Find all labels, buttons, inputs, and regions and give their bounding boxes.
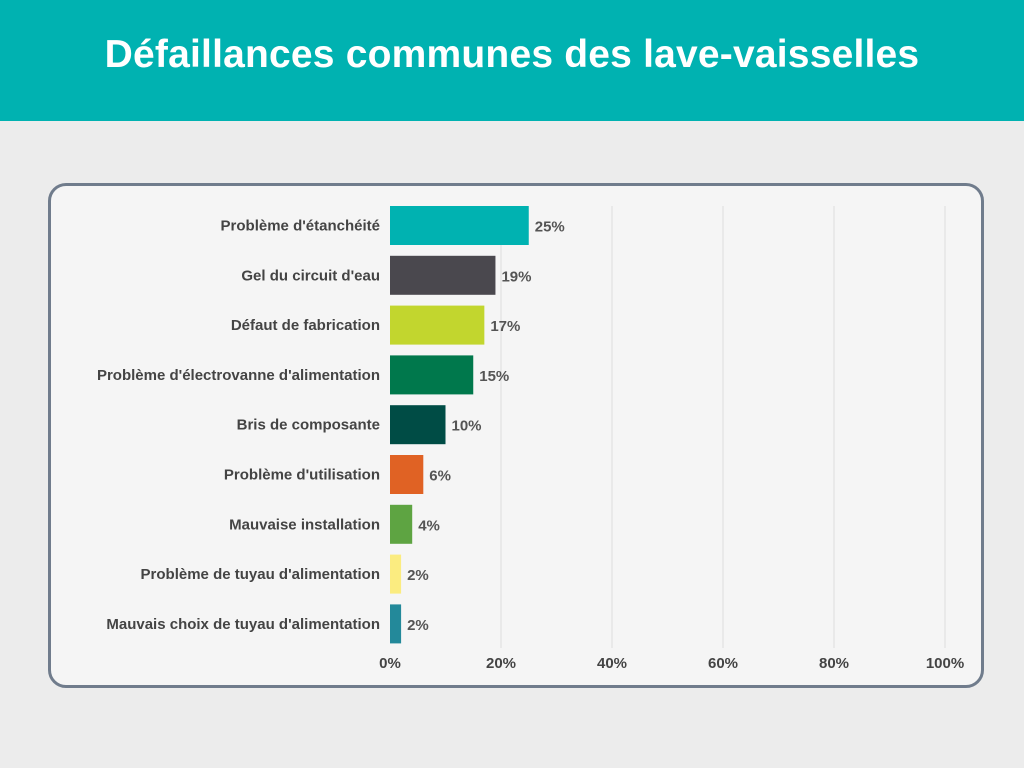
x-tick-label: 60% [708, 655, 738, 672]
value-label: 2% [407, 567, 429, 584]
bar[interactable] [390, 554, 402, 594]
value-label: 2% [407, 617, 429, 634]
value-label: 10% [452, 418, 482, 435]
bar[interactable] [390, 206, 529, 245]
x-tick-label: 20% [486, 655, 516, 672]
header-banner: Défaillances communes des lave-vaisselle… [0, 0, 1024, 121]
value-label: 25% [535, 219, 565, 236]
bar[interactable] [390, 305, 485, 345]
category-label: Gel du circuit d'eau [241, 267, 380, 284]
category-label: Mauvais choix de tuyau d'alimentation [106, 616, 380, 633]
value-label: 4% [418, 517, 440, 534]
value-label: 6% [429, 468, 451, 485]
category-label: Mauvaise installation [229, 516, 380, 533]
category-label: Problème d'étanchéité [221, 218, 380, 235]
category-label: Problème d'électrovanne d'alimentation [97, 367, 380, 384]
bar[interactable] [390, 504, 413, 544]
value-label: 17% [490, 318, 520, 335]
x-tick-label: 80% [819, 655, 849, 672]
bar[interactable] [390, 355, 474, 395]
bar-chart: Problème d'étanchéité 25% Gel du circuit d… [97, 206, 964, 672]
page-title: Défaillances communes des lave-vaisselle… [104, 32, 920, 76]
category-label: Défaut de fabrication [231, 317, 380, 334]
bar[interactable] [390, 405, 446, 445]
chart-card: Problème d'étanchéité 25% Gel du circuit d… [48, 183, 984, 688]
x-tick-label: 100% [926, 655, 964, 672]
value-label: 15% [479, 368, 509, 385]
value-label: 19% [501, 268, 531, 285]
bar[interactable] [390, 255, 496, 295]
x-tick-label: 40% [597, 655, 627, 672]
category-label: Bris de composante [237, 417, 380, 434]
bar[interactable] [390, 604, 402, 644]
category-label: Problème d'utilisation [224, 467, 380, 484]
bar[interactable] [390, 455, 424, 494]
category-label: Problème de tuyau d'alimentation [141, 566, 380, 583]
x-tick-label: 0% [379, 655, 401, 672]
